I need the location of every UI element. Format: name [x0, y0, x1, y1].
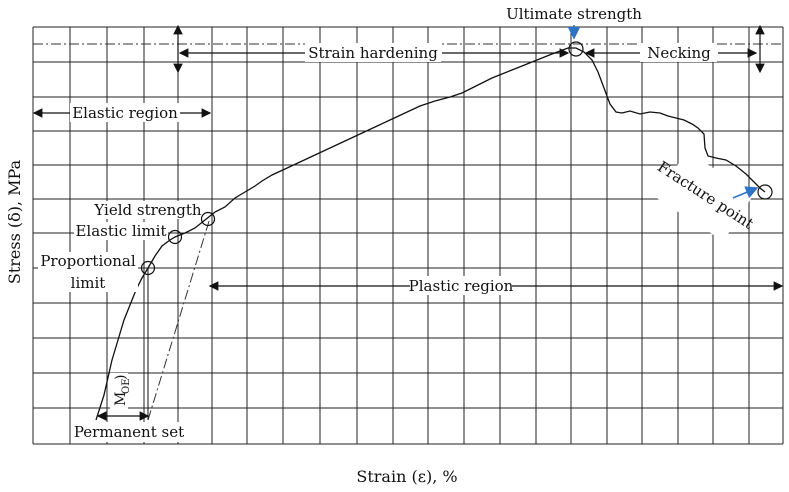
- stress-strain-curve: [95, 47, 766, 421]
- yield-strength-label: Yield strength: [93, 201, 202, 219]
- ultimate-strength-label: Ultimate strength: [506, 5, 642, 23]
- strain-hardening-label: Strain hardening: [308, 44, 438, 62]
- modulus-label-paren: ): [113, 375, 129, 380]
- unloading-line: [147, 217, 211, 421]
- permanent-set-label: Permanent set: [74, 423, 184, 441]
- fracture-point-pointer: [732, 186, 759, 199]
- proportional-limit-label-line1: Proportional: [40, 252, 136, 270]
- modulus-label-sub: OE: [121, 379, 132, 395]
- elastic-limit-label: Elastic limit: [75, 222, 166, 240]
- modulus-label-main: M: [113, 392, 129, 406]
- y-axis-label: Stress (δ), MPa: [5, 159, 24, 284]
- grid: [32, 26, 784, 445]
- elastic-limit-marker: [167, 229, 183, 245]
- proportional-limit-marker: [140, 260, 156, 276]
- modulus-label: M OE ): [110, 373, 132, 409]
- x-axis-label: Strain (ε), %: [356, 467, 457, 486]
- proportional-limit-label-line2: limit: [71, 274, 106, 292]
- necking-label: Necking: [647, 44, 711, 62]
- elastic-region-label: Elastic region: [72, 104, 178, 122]
- yield-strength-marker: [200, 211, 216, 227]
- plastic-region-label: Plastic region: [409, 277, 514, 295]
